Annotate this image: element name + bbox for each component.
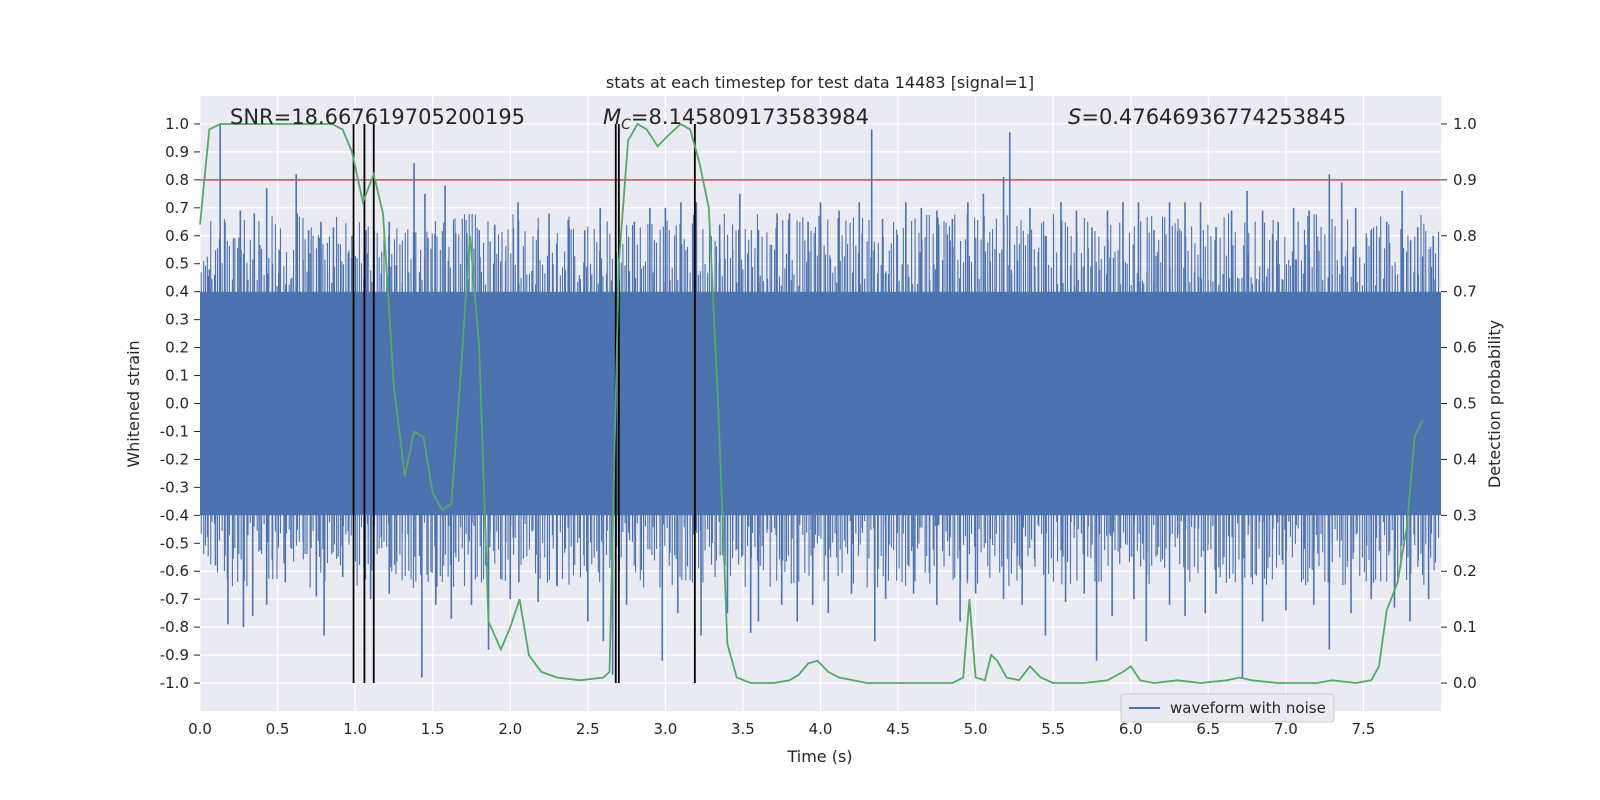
y-tick-label: 0.8	[165, 171, 189, 189]
mc-symbol: M	[603, 105, 621, 129]
y-axis-label: Whitened strain	[124, 340, 143, 467]
y2-tick-label: 0.4	[1453, 450, 1477, 468]
legend-box	[1120, 693, 1335, 723]
x-tick-label: 2.0	[498, 720, 522, 738]
legend-label: waveform with noise	[1170, 699, 1326, 717]
y-tick-label: -0.9	[160, 646, 189, 664]
x-tick-label: 4.5	[886, 720, 910, 738]
y-tick-label: 0.0	[165, 395, 189, 413]
x-tick-label: 0.0	[188, 720, 212, 738]
mc-annotation: MC=8.145809173583984	[603, 105, 869, 133]
y-tick-label: -0.8	[160, 618, 189, 636]
y-tick-label: 0.2	[165, 339, 189, 357]
s-symbol: S	[1068, 105, 1081, 129]
mc-value: =8.145809173583984	[631, 105, 869, 129]
y2-tick-label: 0.7	[1453, 283, 1477, 301]
y-tick-label: -0.2	[160, 450, 189, 468]
chart-title: stats at each timestep for test data 144…	[606, 73, 1034, 92]
y-tick-label: 0.9	[165, 143, 189, 161]
x-axis-label: Time (s)	[786, 747, 852, 766]
probability-line	[199, 122, 1424, 684]
x-tick-label: 1.5	[421, 720, 445, 738]
y-tick-label: 0.3	[165, 311, 189, 329]
y2-tick-label: 0.1	[1453, 618, 1477, 636]
y2-tick-label: 0.2	[1453, 562, 1477, 580]
y2-tick-label: 0.9	[1453, 171, 1477, 189]
y2-tick-label: 0.0	[1453, 674, 1477, 692]
x-tick-label: 7.0	[1274, 720, 1298, 738]
y2-tick-label: 0.5	[1453, 395, 1477, 413]
y-tick-label: 1.0	[165, 115, 189, 133]
probability-series	[199, 122, 1424, 684]
y2-tick-label: 0.6	[1453, 339, 1477, 357]
x-tick-label: 3.0	[653, 720, 677, 738]
y-tick-label: -0.7	[160, 590, 189, 608]
x-tick-label: 6.0	[1119, 720, 1143, 738]
waveform-series	[200, 123, 1441, 678]
y-tick-label: 0.7	[165, 199, 189, 217]
y-tick-label: 0.4	[165, 283, 189, 301]
x-tick-label: 4.0	[809, 720, 833, 738]
axis-ticks: 0.0 0.5 1.0 1.5 2.0 2.5 3.0 3.5 4.0 4.5 5.0 5.5 6.0 6…	[160, 115, 1477, 738]
s-annotation: S=0.47646936774253845	[1068, 105, 1346, 129]
y-tick-label: -0.4	[160, 506, 189, 524]
y-tick-label: -0.1	[160, 422, 189, 440]
y-tick-label: -1.0	[160, 674, 189, 692]
x-tick-label: 0.5	[266, 720, 290, 738]
y2-tick-label: 1.0	[1453, 115, 1477, 133]
y-tick-label: -0.3	[160, 478, 189, 496]
x-tick-label: 3.5	[731, 720, 755, 738]
y2-tick-label: 0.8	[1453, 227, 1477, 245]
s-value: =0.47646936774253845	[1081, 105, 1346, 129]
x-tick-label: 2.5	[576, 720, 600, 738]
y2-axis-label: Detection probability	[1485, 320, 1504, 488]
snr-annotation: SNR=18.667619705200195	[230, 105, 525, 129]
y2-tick-label: 0.3	[1453, 506, 1477, 524]
x-tick-label: 6.5	[1196, 720, 1220, 738]
y-tick-label: 0.6	[165, 227, 189, 245]
y-tick-label: -0.5	[160, 534, 189, 552]
x-tick-label: 1.0	[343, 720, 367, 738]
y-tick-label: 0.5	[165, 255, 189, 273]
mc-subscript: C	[621, 117, 631, 133]
y-tick-label: -0.6	[160, 562, 189, 580]
x-tick-label: 5.0	[964, 720, 988, 738]
x-tick-label: 5.5	[1041, 720, 1065, 738]
y-tick-label: 0.1	[165, 367, 189, 385]
legend: waveform with noise	[1120, 693, 1335, 723]
x-tick-label: 7.5	[1352, 720, 1376, 738]
